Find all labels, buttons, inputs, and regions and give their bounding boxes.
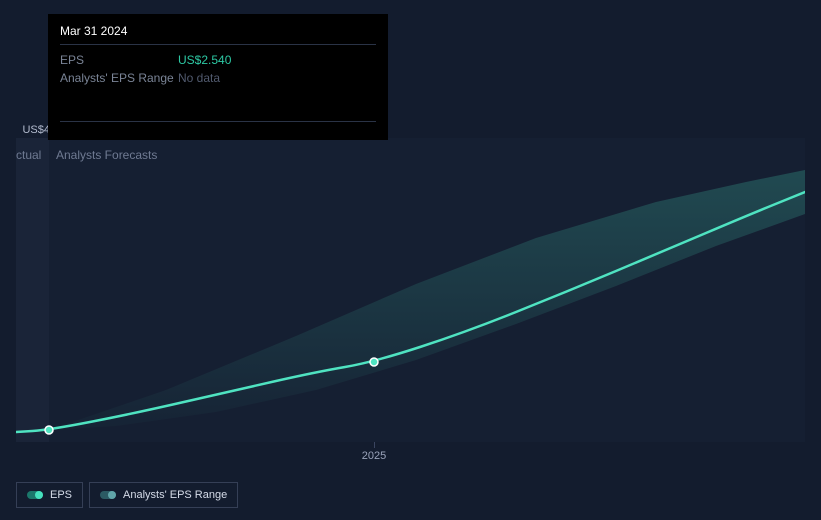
tooltip-divider: [60, 44, 376, 45]
y-axis-tick-top: US$4: [0, 124, 50, 136]
tooltip-row-eps: EPS US$2.540: [60, 51, 376, 69]
chart-svg: [16, 138, 805, 442]
data-marker: [45, 426, 53, 434]
x-axis-tick-label: 2025: [362, 450, 386, 462]
tooltip-row-label: EPS: [60, 51, 178, 69]
tooltip-row-label: Analysts' EPS Range: [60, 69, 178, 87]
eps-forecast-chart[interactable]: ctual Analysts Forecasts: [16, 138, 805, 442]
tooltip-row-value: US$2.540: [178, 51, 231, 69]
legend-label: EPS: [50, 489, 72, 501]
legend-toggle-range[interactable]: Analysts' EPS Range: [89, 482, 238, 508]
range-swatch-icon: [100, 491, 116, 499]
tooltip-row-value: No data: [178, 69, 220, 87]
x-axis-tick-mark: [374, 442, 375, 448]
legend: EPS Analysts' EPS Range: [16, 482, 238, 508]
legend-label: Analysts' EPS Range: [123, 489, 227, 501]
legend-toggle-eps[interactable]: EPS: [16, 482, 83, 508]
range-area-path: [49, 170, 805, 430]
eps-swatch-icon: [27, 491, 43, 499]
data-marker: [370, 358, 378, 366]
tooltip-row-range: Analysts' EPS Range No data: [60, 69, 376, 87]
tooltip-date: Mar 31 2024: [60, 24, 376, 38]
hover-tooltip: Mar 31 2024 EPS US$2.540 Analysts' EPS R…: [48, 14, 388, 140]
tooltip-footer-divider: [60, 121, 376, 122]
